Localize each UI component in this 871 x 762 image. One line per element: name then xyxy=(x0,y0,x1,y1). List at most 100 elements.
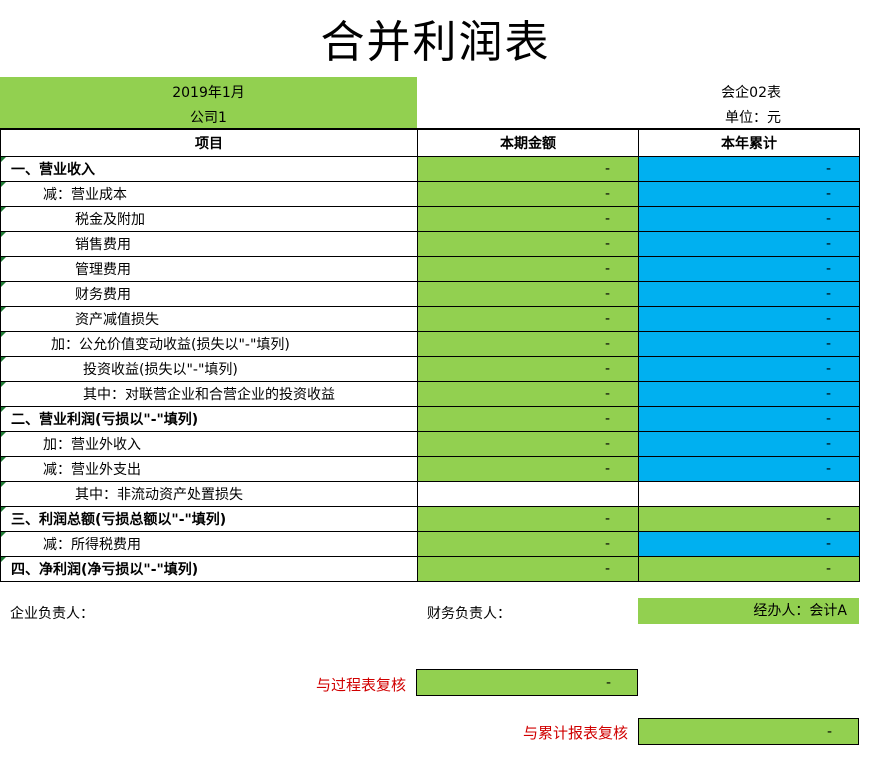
table-row: 二、营业利润(亏损以"-"填列) - - xyxy=(0,405,860,432)
ytd-amount-cell[interactable]: - xyxy=(638,280,860,307)
cell-marker-icon xyxy=(1,207,6,212)
current-amount-cell[interactable]: - xyxy=(417,555,639,582)
current-amount-cell[interactable] xyxy=(417,480,639,507)
cell-marker-icon xyxy=(1,432,6,437)
row-label: 减：营业成本 xyxy=(43,186,127,203)
table-header-row: 项目 本期金额 本年累计 xyxy=(0,128,860,157)
current-amount-cell[interactable]: - xyxy=(417,530,639,557)
row-label-cell[interactable]: 加：营业外收入 xyxy=(0,430,418,457)
current-amount-cell[interactable]: - xyxy=(417,155,639,182)
income-statement-table: 项目 本期金额 本年累计 一、营业收入 - - 减：营业成本 - - 税金及附加 - - 销售费用… xyxy=(0,128,860,582)
current-amount-cell[interactable]: - xyxy=(417,380,639,407)
ytd-amount-cell[interactable]: - xyxy=(638,230,860,257)
row-label: 财务费用 xyxy=(75,286,131,303)
ytd-amount-cell[interactable]: - xyxy=(638,180,860,207)
row-label-cell[interactable]: 管理费用 xyxy=(0,255,418,282)
current-amount-cell[interactable]: - xyxy=(417,255,639,282)
row-label-cell[interactable]: 资产减值损失 xyxy=(0,305,418,332)
table-row: 投资收益(损失以"-"填列) - - xyxy=(0,355,860,382)
cell-marker-icon xyxy=(1,182,6,187)
row-label-cell[interactable]: 减：所得税费用 xyxy=(0,530,418,557)
period-label[interactable]: 2019年1月 xyxy=(172,85,245,101)
current-amount-cell[interactable]: - xyxy=(417,305,639,332)
row-label-cell[interactable]: 减：营业外支出 xyxy=(0,455,418,482)
handler-label: 经办人：会计A xyxy=(753,603,847,619)
row-label-cell[interactable]: 二、营业利润(亏损以"-"填列) xyxy=(0,405,418,432)
row-label-cell[interactable]: 减：营业成本 xyxy=(0,180,418,207)
responsible-person-label: 企业负责人： xyxy=(10,606,94,622)
cell-marker-icon xyxy=(1,357,6,362)
current-amount-cell[interactable]: - xyxy=(417,405,639,432)
row-label: 减：营业外支出 xyxy=(43,461,141,478)
row-label-cell[interactable]: 一、营业收入 xyxy=(0,155,418,182)
cell-marker-icon xyxy=(1,232,6,237)
ytd-amount-cell[interactable]: - xyxy=(638,330,860,357)
cell-marker-icon xyxy=(1,382,6,387)
cell-marker-icon xyxy=(1,407,6,412)
table-row: 其中：对联营企业和合营企业的投资收益 - - xyxy=(0,380,860,407)
ytd-amount-cell[interactable]: - xyxy=(638,430,860,457)
ytd-amount-cell[interactable]: - xyxy=(638,530,860,557)
column-header-item[interactable]: 项目 xyxy=(0,128,418,157)
current-amount-cell[interactable]: - xyxy=(417,280,639,307)
row-label: 一、营业收入 xyxy=(11,161,95,178)
table-row: 加：营业外收入 - - xyxy=(0,430,860,457)
cell-marker-icon xyxy=(1,557,6,562)
ytd-amount-cell[interactable]: - xyxy=(638,405,860,432)
row-label-cell[interactable]: 三、利润总额(亏损总额以"-"填列) xyxy=(0,505,418,532)
table-row: 税金及附加 - - xyxy=(0,205,860,232)
table-row: 其中：非流动资产处置损失 xyxy=(0,480,860,507)
current-amount-cell[interactable]: - xyxy=(417,205,639,232)
current-amount-cell[interactable]: - xyxy=(417,180,639,207)
handler-cell[interactable]: 经办人：会计A xyxy=(638,598,859,624)
current-amount-cell[interactable]: - xyxy=(417,330,639,357)
header-period-block xyxy=(0,77,417,128)
row-label-cell[interactable]: 加：公允价值变动收益(损失以"-"填列) xyxy=(0,330,418,357)
cell-marker-icon xyxy=(1,507,6,512)
cell-marker-icon xyxy=(1,257,6,262)
process-check-value[interactable]: - xyxy=(416,669,638,696)
current-amount-cell[interactable]: - xyxy=(417,430,639,457)
company-label[interactable]: 公司1 xyxy=(190,110,227,126)
table-row: 减：营业外支出 - - xyxy=(0,455,860,482)
ytd-amount-cell[interactable]: - xyxy=(638,555,860,582)
column-header-ytd[interactable]: 本年累计 xyxy=(638,128,860,157)
ytd-amount-cell[interactable]: - xyxy=(638,305,860,332)
column-header-current[interactable]: 本期金额 xyxy=(417,128,639,157)
table-row: 三、利润总额(亏损总额以"-"填列) - - xyxy=(0,505,860,532)
current-amount-cell[interactable]: - xyxy=(417,505,639,532)
report-title: 合并利润表 xyxy=(320,17,551,68)
current-amount-cell[interactable]: - xyxy=(417,455,639,482)
current-amount-cell[interactable]: - xyxy=(417,230,639,257)
table-row: 四、净利润(净亏损以"-"填列) - - xyxy=(0,555,860,582)
row-label: 其中：对联营企业和合营企业的投资收益 xyxy=(83,386,335,403)
cumulative-check-value[interactable]: - xyxy=(638,718,859,745)
ytd-amount-cell[interactable]: - xyxy=(638,155,860,182)
current-amount-cell[interactable]: - xyxy=(417,355,639,382)
ytd-amount-cell[interactable]: - xyxy=(638,355,860,382)
row-label: 资产减值损失 xyxy=(75,311,159,328)
cell-marker-icon xyxy=(1,482,6,487)
ytd-amount-cell[interactable] xyxy=(638,480,860,507)
row-label: 管理费用 xyxy=(75,261,131,278)
row-label: 三、利润总额(亏损总额以"-"填列) xyxy=(11,511,227,528)
ytd-amount-cell[interactable]: - xyxy=(638,205,860,232)
form-code-label[interactable]: 会企02表 xyxy=(721,85,781,101)
row-label-cell[interactable]: 销售费用 xyxy=(0,230,418,257)
ytd-amount-cell[interactable]: - xyxy=(638,380,860,407)
ytd-amount-cell[interactable]: - xyxy=(638,505,860,532)
cumulative-check-label: 与累计报表复核 xyxy=(522,724,628,742)
ytd-amount-cell[interactable]: - xyxy=(638,455,860,482)
cell-marker-icon xyxy=(1,307,6,312)
row-label: 投资收益(损失以"-"填列) xyxy=(83,361,238,378)
row-label-cell[interactable]: 税金及附加 xyxy=(0,205,418,232)
unit-label[interactable]: 单位：元 xyxy=(725,110,781,126)
row-label-cell[interactable]: 投资收益(损失以"-"填列) xyxy=(0,355,418,382)
row-label-cell[interactable]: 其中：非流动资产处置损失 xyxy=(0,480,418,507)
row-label-cell[interactable]: 财务费用 xyxy=(0,280,418,307)
table-row: 财务费用 - - xyxy=(0,280,860,307)
row-label: 加：公允价值变动收益(损失以"-"填列) xyxy=(51,336,290,353)
row-label-cell[interactable]: 其中：对联营企业和合营企业的投资收益 xyxy=(0,380,418,407)
row-label-cell[interactable]: 四、净利润(净亏损以"-"填列) xyxy=(0,555,418,582)
ytd-amount-cell[interactable]: - xyxy=(638,255,860,282)
